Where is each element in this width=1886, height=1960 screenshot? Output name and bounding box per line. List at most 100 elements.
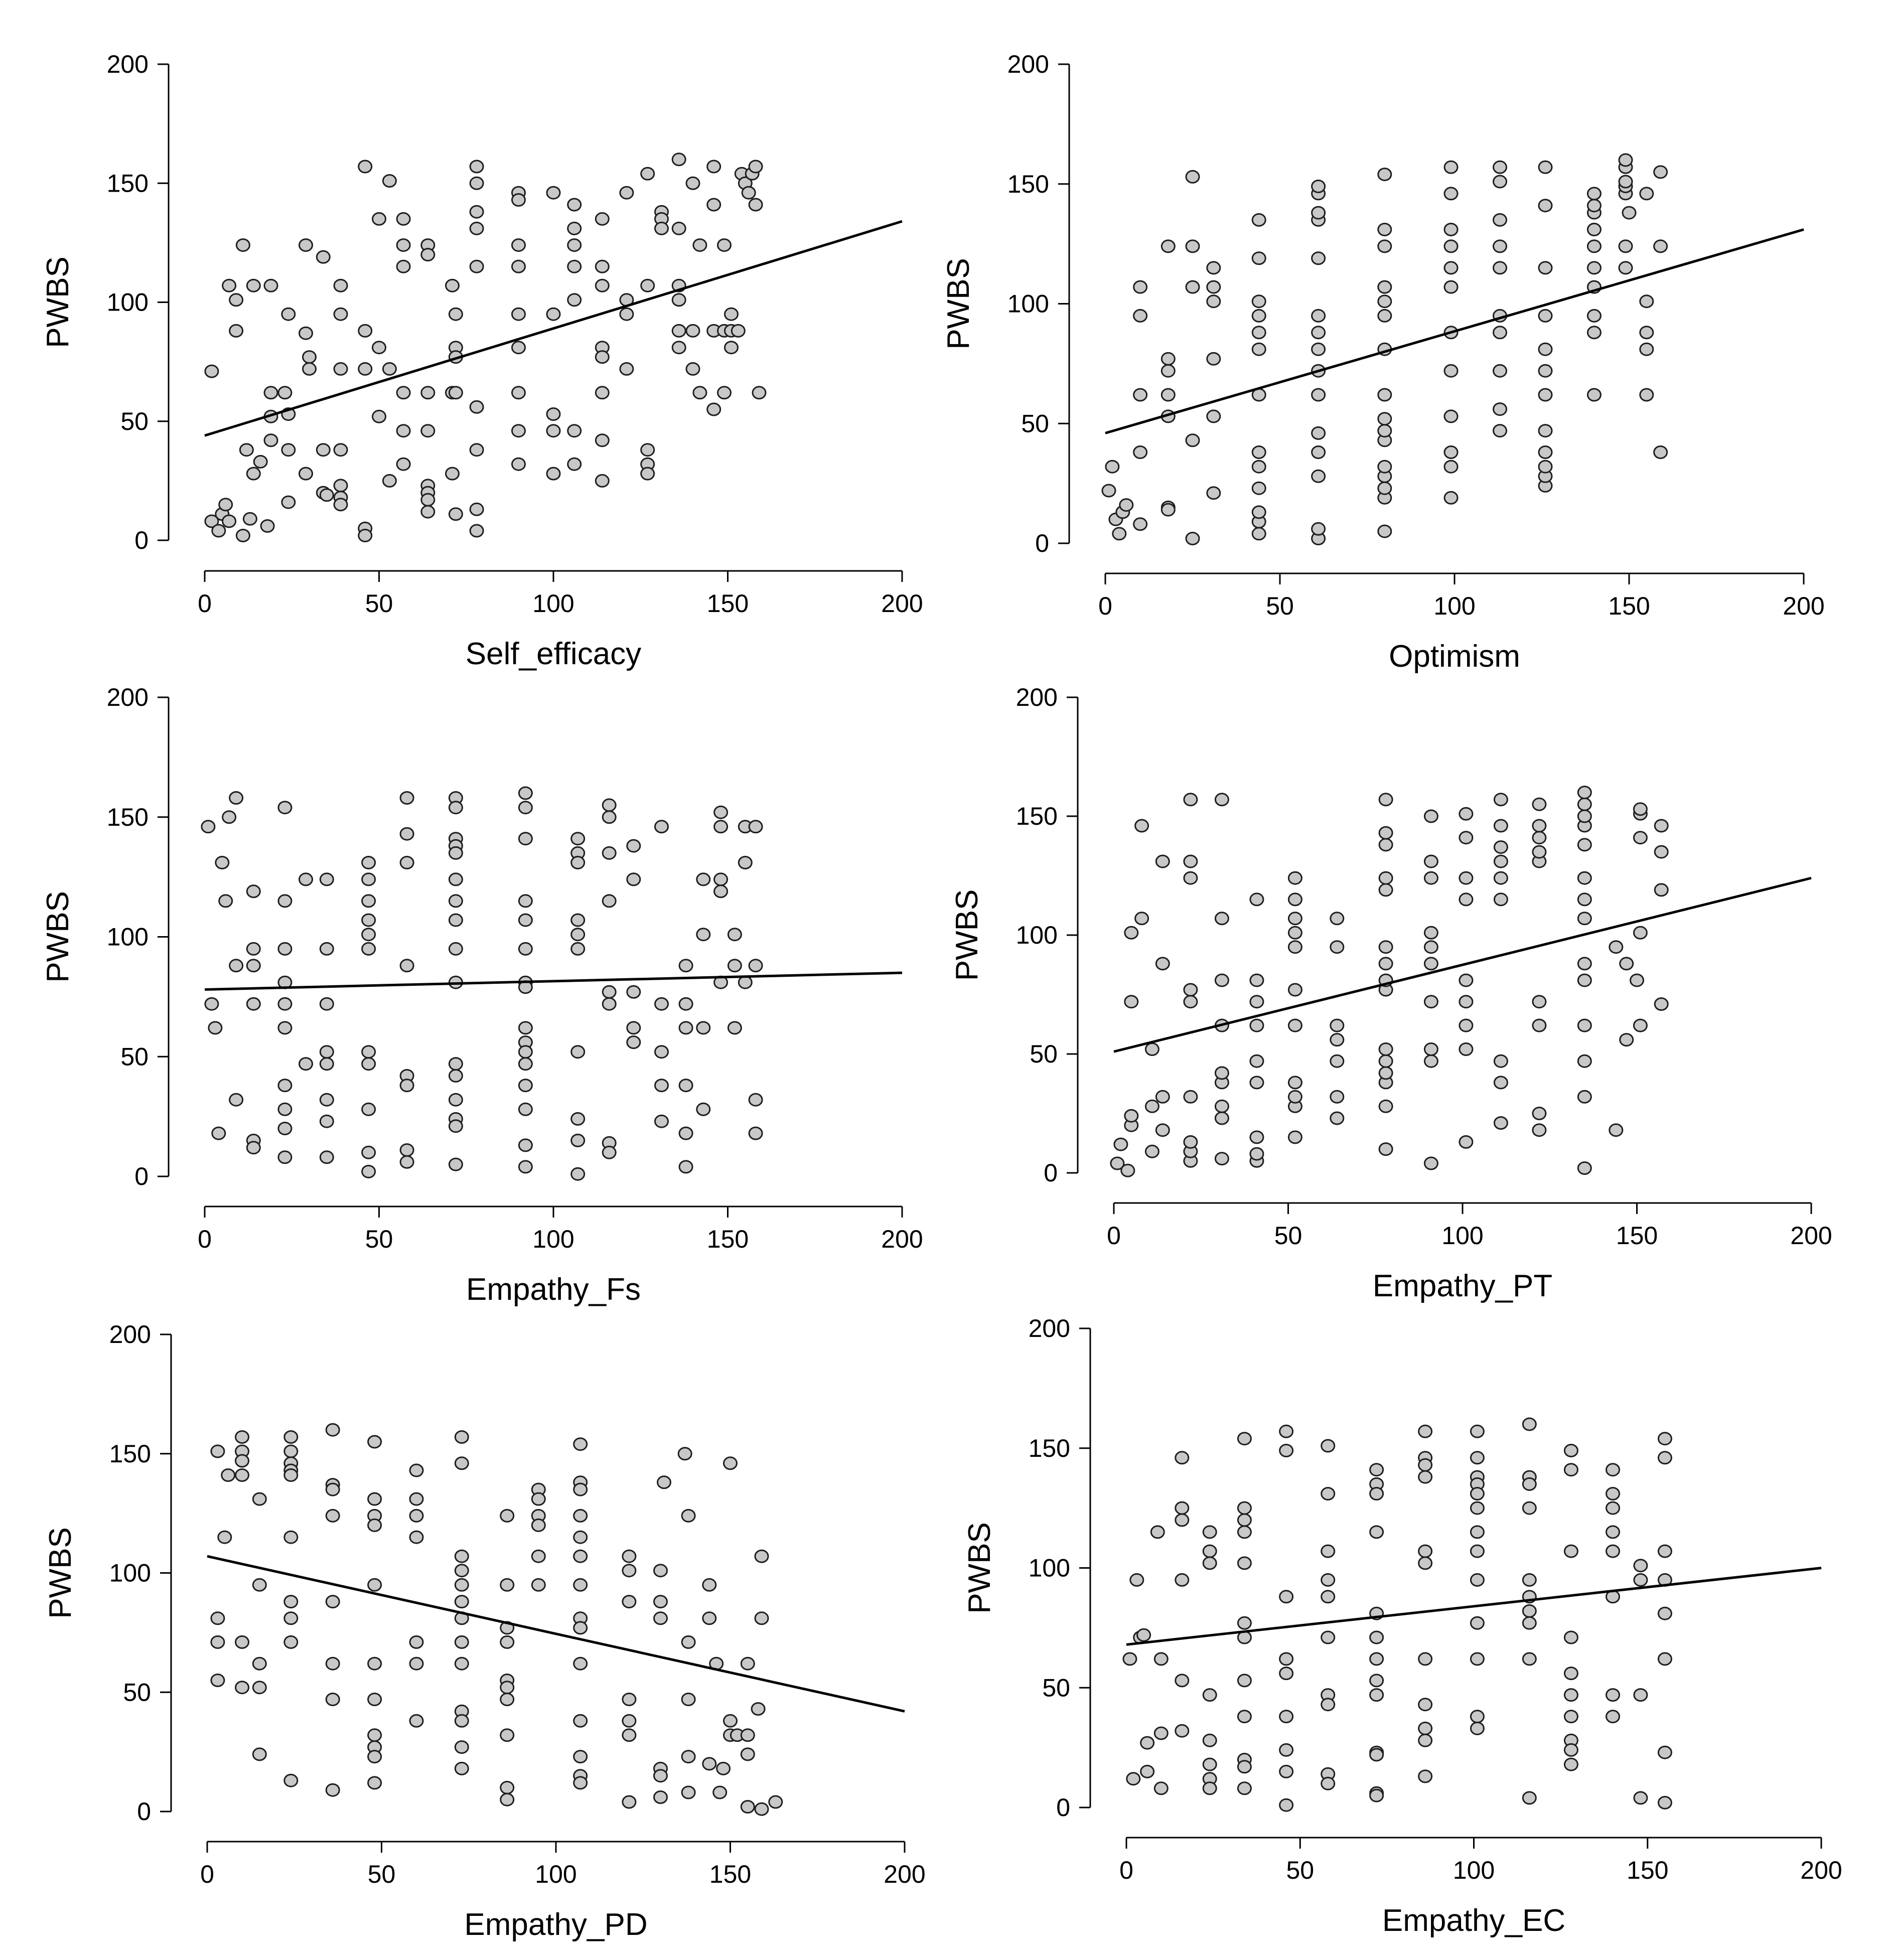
data-point (1311, 522, 1326, 536)
x-tick-label: 100 (1453, 1856, 1495, 1884)
data-point (1251, 342, 1266, 356)
data-point (210, 1635, 225, 1649)
x-tick-label: 150 (707, 589, 749, 618)
data-point (1633, 1559, 1648, 1573)
data-point (1470, 1487, 1485, 1500)
data-point (1369, 1630, 1384, 1644)
data-point (1185, 170, 1200, 184)
data-point (1654, 997, 1669, 1011)
data-point (751, 1702, 766, 1716)
data-point (1378, 883, 1393, 897)
data-point (469, 502, 484, 516)
data-point (1153, 1781, 1169, 1795)
data-point (692, 386, 707, 400)
data-point (1654, 819, 1669, 833)
data-point (727, 928, 742, 942)
data-point (222, 514, 237, 528)
data-point (1287, 871, 1302, 885)
data-point (518, 1160, 533, 1174)
data-point (1577, 1018, 1592, 1032)
data-point (1459, 995, 1474, 1009)
data-point (211, 1126, 226, 1140)
data-point (546, 186, 561, 200)
data-point (622, 1693, 637, 1706)
data-point (1287, 1076, 1302, 1090)
data-point (595, 278, 610, 292)
data-point (1459, 1135, 1474, 1149)
data-point (619, 362, 634, 376)
data-point (358, 160, 373, 174)
data-point (277, 894, 293, 908)
data-point (724, 341, 739, 355)
data-point (299, 326, 313, 340)
data-point (277, 997, 293, 1011)
data-point (1175, 1451, 1190, 1465)
data-point (640, 167, 655, 181)
data-point (1633, 802, 1648, 816)
data-point (1183, 983, 1198, 997)
data-point (277, 1150, 293, 1164)
data-point (1202, 1781, 1217, 1795)
data-point (500, 1635, 515, 1649)
data-point (1377, 424, 1392, 438)
data-point (1214, 973, 1229, 987)
data-point (567, 424, 582, 438)
data-point (1124, 1109, 1139, 1123)
data-point (500, 1578, 515, 1592)
data-point (1202, 1757, 1217, 1771)
data-point (723, 1714, 738, 1728)
data-point (1153, 1726, 1169, 1740)
data-point (1423, 871, 1438, 885)
data-point (1459, 807, 1474, 821)
scatter-panel: 0 50 100 150 200 0 50 100 150 200 Optimism PWBS (941, 50, 1825, 674)
y-tick-label: 150 (1029, 1434, 1070, 1462)
data-point (361, 1045, 376, 1059)
data-point (1369, 1487, 1384, 1500)
data-point (1586, 261, 1602, 275)
data-point (283, 1430, 299, 1444)
data-point (1563, 1688, 1578, 1702)
data-point (602, 798, 617, 812)
x-axis-title: Empathy_Fs (466, 1272, 641, 1307)
data-point (1144, 1099, 1159, 1113)
data-point (1633, 1791, 1648, 1805)
data-point (692, 238, 707, 252)
data-point (653, 1769, 668, 1783)
data-point (1653, 445, 1668, 459)
data-point (277, 942, 293, 956)
data-point (277, 801, 293, 815)
data-point (1538, 460, 1553, 474)
data-point (626, 872, 641, 886)
data-point (1185, 239, 1200, 253)
data-point (1133, 280, 1148, 294)
data-point (1639, 187, 1654, 201)
data-point (1563, 1710, 1578, 1724)
x-tick-label: 150 (1608, 592, 1650, 620)
data-point (210, 1444, 225, 1458)
data-point (1112, 527, 1127, 541)
data-point (409, 1530, 424, 1544)
data-point (1459, 1042, 1474, 1056)
data-point (246, 1141, 261, 1155)
data-point (573, 1437, 588, 1451)
data-point (1279, 1743, 1294, 1757)
data-point (1311, 426, 1326, 440)
data-point (1237, 1525, 1252, 1539)
data-point (1110, 1156, 1125, 1170)
data-point (448, 1157, 463, 1171)
data-point (1532, 995, 1547, 1009)
data-point (654, 1114, 669, 1128)
data-point (1330, 1033, 1345, 1047)
y-tick-label: 150 (1016, 802, 1058, 830)
data-point (518, 1021, 533, 1035)
data-point (319, 488, 334, 502)
data-point (1577, 1054, 1592, 1068)
data-point (1470, 1451, 1485, 1465)
data-point (235, 1635, 249, 1649)
data-point (1206, 280, 1221, 294)
data-point (622, 1714, 637, 1728)
data-point (1532, 1018, 1547, 1032)
data-point (1470, 1525, 1485, 1539)
data-point (681, 1785, 696, 1799)
data-point (1126, 1772, 1141, 1786)
